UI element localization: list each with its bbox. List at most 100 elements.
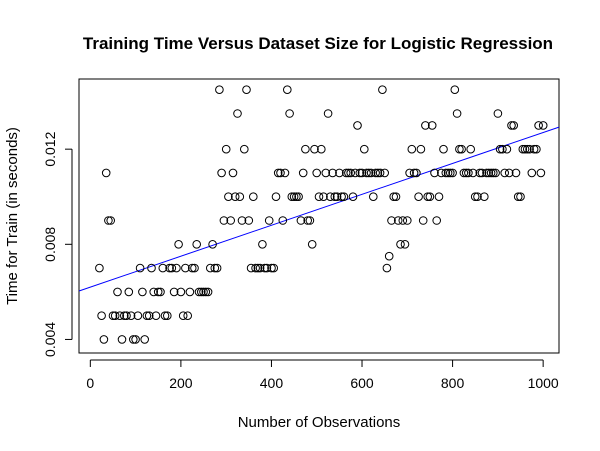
data-point (210, 263, 220, 273)
data-point (140, 335, 149, 344)
data-point (115, 311, 125, 321)
data-point (439, 144, 448, 154)
data-point (432, 216, 442, 225)
data-point (319, 192, 328, 201)
data-point (167, 263, 177, 273)
y-axis-label: Time for Train (in seconds) (4, 127, 21, 305)
data-point (480, 192, 489, 201)
data-point (294, 192, 303, 201)
data-point (267, 263, 276, 273)
x-tick-label: 200 (169, 375, 193, 391)
data-point (185, 287, 195, 297)
data-point (142, 311, 152, 321)
data-point (430, 168, 439, 178)
data-point (244, 216, 254, 225)
data-point (174, 240, 183, 249)
data-point (97, 311, 106, 321)
data-point (384, 251, 394, 261)
data-point (258, 240, 267, 249)
data-point (110, 311, 120, 321)
data-point (271, 192, 281, 201)
data-point (491, 168, 500, 178)
data-point (464, 168, 473, 178)
data-point (206, 263, 215, 273)
plot-frame (78, 78, 560, 354)
data-point (298, 168, 308, 178)
data-point (378, 85, 387, 94)
plot-area (78, 85, 560, 344)
data-point (101, 168, 111, 178)
data-point (328, 168, 337, 178)
data-point (151, 311, 161, 321)
data-point (283, 85, 292, 94)
data-point (172, 263, 181, 273)
data-point (335, 168, 344, 178)
data-point (233, 109, 242, 118)
data-point (310, 144, 319, 154)
data-point (187, 263, 197, 273)
data-point (178, 311, 188, 321)
data-point (461, 168, 471, 178)
data-point (350, 168, 360, 178)
data-point (346, 168, 356, 178)
data-point (330, 192, 340, 201)
data-point (482, 168, 491, 178)
data-point (400, 240, 410, 249)
data-point (455, 144, 464, 154)
data-point (226, 216, 235, 225)
data-point (269, 263, 279, 273)
data-point (412, 168, 421, 178)
data-point (468, 168, 478, 178)
data-point (305, 216, 315, 225)
data-point (516, 192, 525, 201)
data-point (255, 263, 265, 273)
data-point (446, 168, 455, 178)
y-tick-label: 0.004 (42, 322, 58, 357)
data-point (498, 144, 507, 154)
data-point (120, 311, 129, 321)
data-point (527, 168, 537, 178)
trend-line (78, 126, 560, 292)
data-point (129, 335, 138, 344)
data-point (529, 144, 539, 154)
data-point (532, 144, 541, 154)
data-point (192, 240, 201, 249)
data-point (391, 192, 401, 201)
data-point (135, 263, 145, 273)
data-point (303, 216, 313, 225)
data-point (190, 263, 199, 273)
data-point (486, 168, 496, 178)
data-point (292, 192, 301, 201)
data-point (197, 287, 206, 297)
data-point (278, 216, 288, 225)
data-point (360, 144, 369, 154)
data-point (176, 287, 186, 297)
data-point (215, 85, 224, 94)
data-point (513, 192, 523, 201)
data-point (240, 144, 249, 154)
data-point (124, 287, 134, 297)
y-axis: 0.004 0.008 0.012 (42, 131, 73, 357)
data-point (536, 168, 546, 178)
data-point (149, 287, 158, 297)
data-point (246, 263, 256, 273)
data-point (396, 240, 405, 249)
data-point (389, 192, 399, 201)
data-point (251, 263, 260, 273)
data-point (373, 168, 383, 178)
data-point (341, 168, 351, 178)
data-point (473, 192, 482, 201)
data-point (421, 121, 430, 130)
data-point (344, 168, 353, 178)
data-point (493, 109, 503, 118)
data-point (199, 287, 208, 297)
data-point (287, 192, 297, 201)
data-point (448, 168, 457, 178)
x-axis: 0 200 400 600 800 1000 (86, 359, 559, 391)
data-point (285, 109, 294, 118)
data-point (477, 168, 487, 178)
data-point (301, 144, 310, 154)
data-point (321, 168, 331, 178)
data-point (371, 168, 380, 178)
